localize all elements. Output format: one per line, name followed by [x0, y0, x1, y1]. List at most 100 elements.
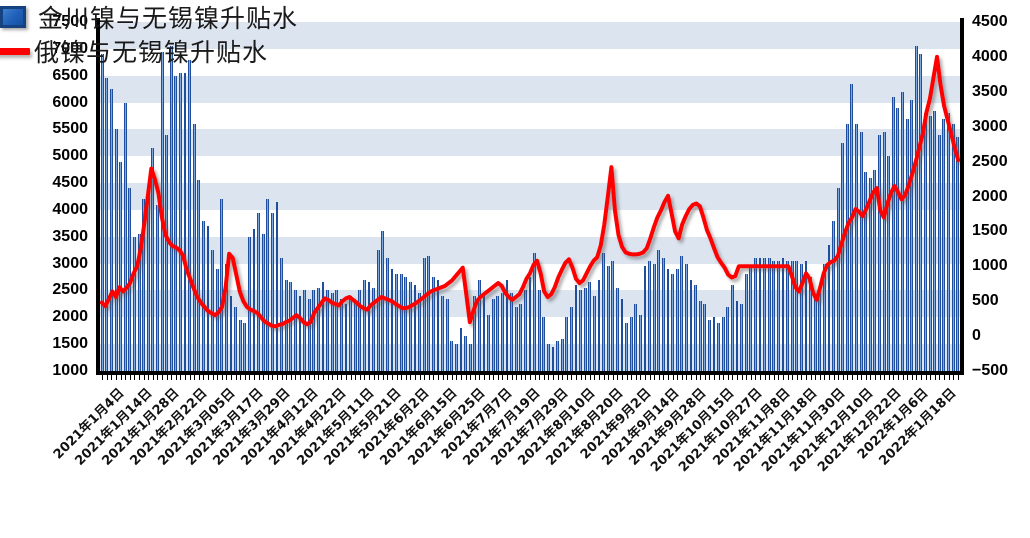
bar: [772, 260, 776, 371]
x-minor-tick: [484, 375, 485, 380]
x-minor-tick: [948, 375, 950, 380]
bar: [804, 260, 808, 371]
x-minor-tick: [212, 375, 214, 380]
bar: [592, 295, 596, 371]
bar: [381, 231, 385, 371]
bar: [873, 169, 877, 371]
right-axis-tick-label: 1500: [972, 222, 1008, 240]
bar: [560, 338, 564, 371]
x-minor-tick: [603, 375, 605, 380]
left-axis-tick-label: 1500: [52, 335, 88, 353]
x-minor-tick: [870, 375, 872, 380]
bar: [937, 134, 941, 371]
bar: [372, 287, 376, 371]
x-minor-tick: [479, 375, 481, 380]
bar: [165, 134, 169, 371]
chart-root: 1000 1500 2000 2500 3000 3500 4000 4500 5000 5500…: [0, 4, 1008, 475]
x-minor-tick: [943, 375, 945, 380]
x-minor-tick: [580, 375, 582, 380]
bar: [689, 279, 693, 371]
plot-band: [100, 75, 960, 103]
x-minor-tick: [157, 375, 159, 380]
bar: [735, 301, 739, 371]
legend-line-icon: [0, 47, 30, 55]
x-minor-tick: [861, 375, 863, 380]
bar: [248, 236, 251, 371]
x-minor-tick: [819, 375, 821, 380]
x-minor-tick: [644, 375, 646, 380]
x-minor-tick: [575, 375, 577, 380]
bar: [813, 295, 817, 371]
x-minor-tick: [249, 375, 251, 380]
x-minor-tick: [902, 375, 904, 380]
x-minor-tick: [254, 375, 256, 380]
x-minor-tick: [277, 375, 279, 380]
bar: [275, 201, 279, 371]
x-minor-tick: [548, 375, 550, 380]
left-axis-tick-label: 5500: [52, 120, 88, 138]
bar: [317, 287, 320, 371]
right-axis-tick-label: 4500: [972, 13, 1008, 30]
bar: [280, 258, 284, 371]
x-minor-tick: [438, 375, 440, 380]
x-minor-tick: [433, 375, 435, 380]
x-minor-tick: [649, 375, 651, 380]
x-minor-tick: [755, 375, 757, 380]
bar: [349, 295, 353, 371]
x-minor-tick: [884, 375, 886, 380]
bar: [818, 290, 822, 371]
x-minor-tick: [773, 375, 775, 380]
bar: [730, 285, 734, 371]
bar: [620, 298, 624, 371]
x-minor-tick: [543, 375, 545, 380]
bar: [220, 199, 224, 371]
x-minor-tick: [244, 375, 246, 380]
x-minor-tick: [879, 375, 881, 380]
bar: [887, 156, 891, 371]
x-minor-tick: [736, 375, 738, 380]
x-minor-tick: [851, 375, 853, 380]
x-minor-tick: [746, 375, 748, 380]
bottom-axis-line: [96, 371, 964, 375]
bar: [864, 172, 868, 371]
bar: [740, 303, 743, 371]
bar: [146, 193, 150, 371]
bar: [703, 303, 707, 371]
bar: [225, 263, 228, 371]
x-minor-tick: [304, 375, 306, 380]
bar: [942, 118, 946, 371]
x-minor-tick: [162, 375, 164, 380]
x-minor-tick: [847, 375, 849, 380]
x-minor-tick: [221, 375, 223, 380]
x-minor-tick: [911, 375, 913, 380]
plot-area: [100, 22, 960, 371]
bar: [933, 110, 937, 371]
x-minor-tick: [677, 375, 679, 380]
x-minor-tick: [428, 375, 430, 380]
bar: [643, 266, 647, 371]
bar: [105, 78, 109, 371]
bar: [726, 306, 730, 371]
x-minor-tick: [842, 375, 844, 380]
bar: [914, 46, 918, 371]
line-series-russian: [100, 54, 960, 329]
x-minor-tick: [410, 375, 412, 380]
bar: [142, 199, 146, 371]
legend-label-bar: 金川镍与无锡镍升贴水: [38, 4, 299, 33]
bar: [376, 250, 380, 371]
bar: [436, 279, 440, 371]
x-minor-tick: [139, 375, 141, 380]
bar: [284, 279, 288, 371]
bar: [100, 54, 104, 371]
line-path: [100, 54, 960, 329]
x-minor-tick: [516, 375, 518, 380]
bar: [799, 263, 803, 371]
bar: [151, 148, 155, 371]
x-minor-tick: [143, 375, 145, 380]
bar: [625, 322, 628, 371]
bar: [156, 204, 159, 371]
bar: [431, 277, 435, 371]
bar: [666, 269, 670, 371]
bar: [615, 287, 619, 371]
bar: [298, 295, 302, 371]
